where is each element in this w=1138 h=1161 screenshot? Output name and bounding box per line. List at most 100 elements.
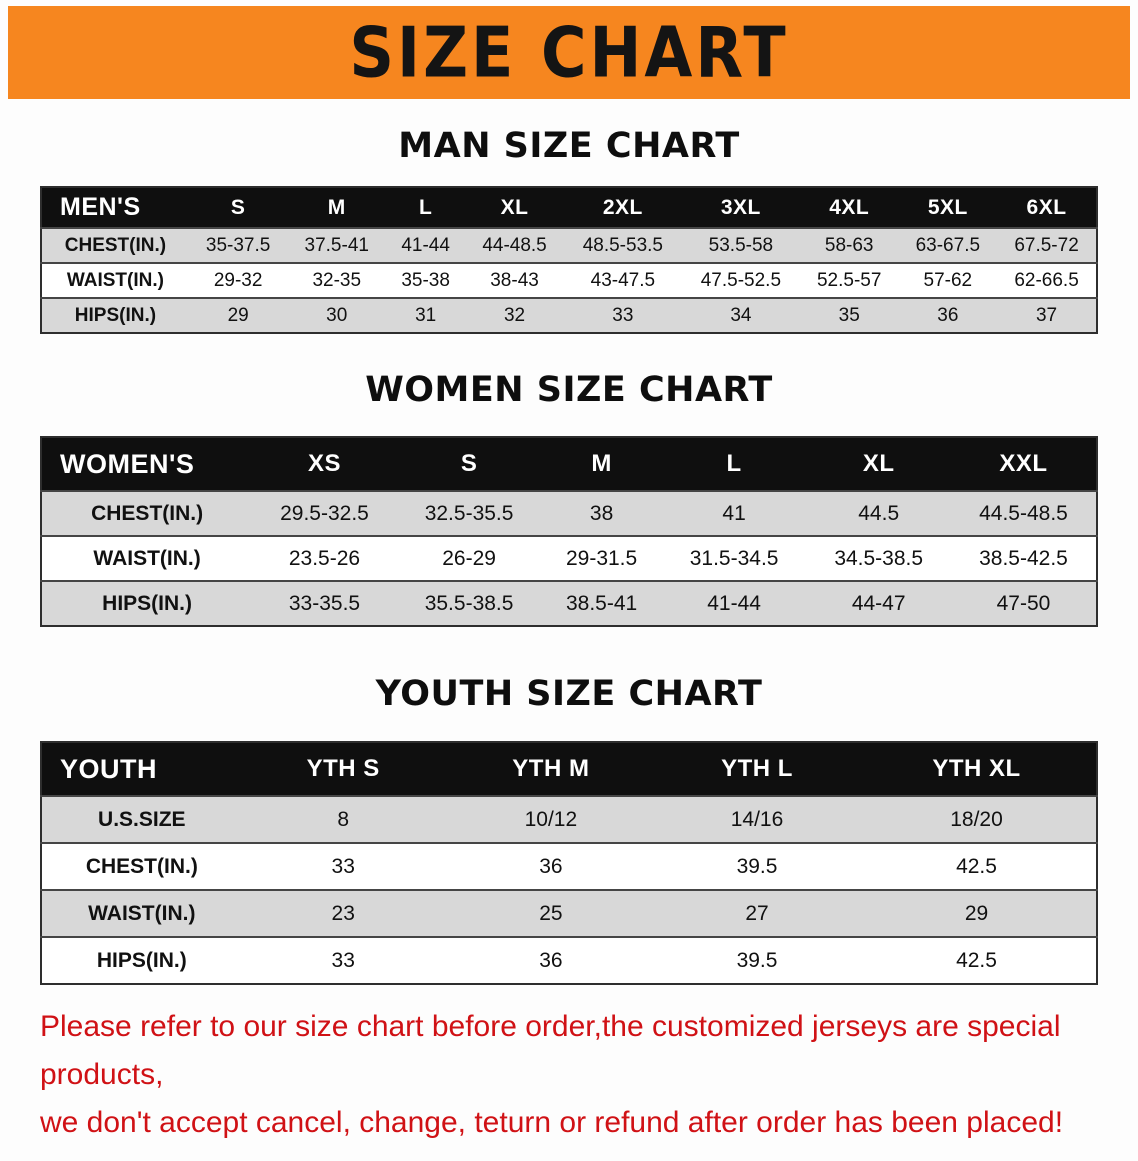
page-title: SIZE CHART <box>349 11 789 94</box>
size-value-cell: 35-37.5 <box>205 234 271 256</box>
table-row: CHEST(IN.) 33 36 39.5 42.5 <box>41 843 1097 890</box>
size-value-cell: 29.5-32.5 <box>280 501 369 525</box>
size-value-cell: 29-31.5 <box>565 546 638 570</box>
size-value-cell: 25 <box>539 901 563 925</box>
table-row: HIPS(IN.) 33-35.5 35.5-38.5 38.5-41 41-44 44-… <box>41 581 1097 626</box>
size-header-cell: 3XL <box>720 195 761 219</box>
size-value-cell: 43-47.5 <box>590 269 656 291</box>
size-value-cell: 62-66.5 <box>1014 269 1079 291</box>
size-value-cell: 37.5-41 <box>304 234 369 256</box>
row-label-cell: WAIST(IN.) <box>66 269 164 291</box>
size-value-cell: 33 <box>612 304 634 326</box>
size-value-cell: 38.5-42.5 <box>979 546 1068 570</box>
row-label-cell: CHEST(IN.) <box>64 234 167 256</box>
table-row: WAIST(IN.) 23 25 27 29 <box>41 890 1097 937</box>
size-value-cell: 52.5-57 <box>816 269 882 291</box>
size-value-cell: 41-44 <box>401 234 450 256</box>
size-header-cell: XL <box>500 195 529 219</box>
table-title-cell: YOUTH <box>60 753 157 784</box>
size-value-cell: 44.5-48.5 <box>979 501 1068 525</box>
size-header-cell: L <box>726 450 742 477</box>
youth-size-section: YOUTH SIZE CHART YOUTH YTH S YTH M YTH L YTH… <box>0 674 1138 985</box>
size-value-cell: 39.5 <box>736 948 778 972</box>
row-label-cell: CHEST(IN.) <box>91 501 204 525</box>
size-header-cell: S <box>230 195 246 219</box>
size-value-cell: 33 <box>331 854 355 878</box>
disclaimer-line-1: Please refer to our size chart before or… <box>40 1010 1061 1091</box>
size-value-cell: 41-44 <box>707 591 761 615</box>
size-header-cell: M <box>327 195 346 219</box>
size-header-cell: XXL <box>999 450 1048 477</box>
table-title-cell: MEN'S <box>60 193 141 221</box>
table-row: HIPS(IN.) 33 36 39.5 42.5 <box>41 937 1097 984</box>
women-section-heading: WOMEN SIZE CHART <box>365 370 773 410</box>
size-value-cell: 42.5 <box>956 948 997 972</box>
size-value-cell: 35 <box>838 304 860 326</box>
table-header-row: WOMEN'S XS S M L XL XXL <box>41 437 1097 491</box>
size-value-cell: 44-48.5 <box>482 234 547 256</box>
size-value-cell: 34.5-38.5 <box>834 546 924 570</box>
disclaimer-line-2: we don't accept cancel, change, teturn o… <box>40 1106 1064 1139</box>
size-value-cell: 35.5-38.5 <box>424 591 514 615</box>
size-value-cell: 38.5-41 <box>565 591 638 615</box>
size-value-cell: 14/16 <box>730 807 784 831</box>
size-header-cell: 5XL <box>927 195 968 219</box>
table-row: WAIST(IN.) 29-32 32-35 35-38 38-43 43-47.5 47.… <box>41 263 1097 298</box>
disclaimer: Please refer to our size chart before or… <box>40 1003 1118 1147</box>
size-header-cell: XL <box>862 450 895 477</box>
size-value-cell: 38-43 <box>490 269 539 291</box>
row-label-cell: CHEST(IN.) <box>85 854 198 878</box>
size-value-cell: 38 <box>589 501 614 525</box>
size-header-cell: M <box>591 450 612 477</box>
table-title-cell: WOMEN'S <box>60 448 195 479</box>
size-value-cell: 32 <box>503 304 526 326</box>
youth-size-table: YOUTH YTH S YTH M YTH L YTH XL U.S.SIZE 8 10/1… <box>40 741 1098 985</box>
size-value-cell: 57-62 <box>923 269 973 291</box>
youth-section-heading: YOUTH SIZE CHART <box>375 674 763 714</box>
size-value-cell: 47.5-52.5 <box>700 269 782 291</box>
size-value-cell: 26-29 <box>442 546 496 570</box>
size-value-cell: 27 <box>745 901 769 925</box>
size-header-cell: YTH M <box>512 755 590 782</box>
size-value-cell: 39.5 <box>736 854 778 878</box>
size-value-cell: 29 <box>964 901 989 925</box>
women-size-table: WOMEN'S XS S M L XL XXL CHEST(IN.) 29.5-32.5 32.… <box>40 436 1098 627</box>
size-value-cell: 67.5-72 <box>1014 234 1079 256</box>
size-value-cell: 23 <box>331 901 355 925</box>
size-header-cell: YTH S <box>306 755 380 782</box>
men-size-section: MAN SIZE CHART MEN'S S M L XL 2XL 3XL 4XL 5XL 6XL… <box>0 126 1138 334</box>
size-value-cell: 8 <box>337 807 350 831</box>
size-value-cell: 44.5 <box>858 501 900 525</box>
men-size-table: MEN'S S M L XL 2XL 3XL 4XL 5XL 6XL CHEST(IN.) 35-3… <box>40 186 1098 334</box>
table-header-row: YOUTH YTH S YTH M YTH L YTH XL <box>41 742 1097 796</box>
size-value-cell: 48.5-53.5 <box>582 234 663 256</box>
size-header-cell: 4XL <box>829 195 870 219</box>
size-value-cell: 33-35.5 <box>288 591 361 615</box>
size-header-cell: 2XL <box>602 195 643 219</box>
row-label-cell: HIPS(IN.) <box>74 304 157 326</box>
size-value-cell: 41 <box>722 501 746 525</box>
women-size-section: WOMEN SIZE CHART WOMEN'S XS S M L XL XXL CHEST… <box>0 370 1138 627</box>
banner: SIZE CHART <box>8 6 1130 99</box>
size-value-cell: 23.5-26 <box>288 546 361 570</box>
size-value-cell: 36 <box>937 304 959 326</box>
size-value-cell: 53.5-58 <box>708 234 774 256</box>
table-row: CHEST(IN.) 35-37.5 37.5-41 41-44 44-48.5 48.5… <box>41 228 1097 263</box>
table-header-row: MEN'S S M L XL 2XL 3XL 4XL 5XL 6XL <box>41 187 1097 228</box>
size-value-cell: 29 <box>227 304 249 326</box>
size-value-cell: 32-35 <box>312 269 362 291</box>
row-label-cell: U.S.SIZE <box>98 807 186 831</box>
size-value-cell: 35-38 <box>401 269 450 291</box>
size-value-cell: 44-47 <box>851 591 906 615</box>
size-header-cell: S <box>460 450 478 477</box>
size-value-cell: 29-32 <box>213 269 263 291</box>
row-label-cell: HIPS(IN.) <box>96 948 187 972</box>
size-header-cell: YTH L <box>721 755 793 782</box>
row-label-cell: WAIST(IN.) <box>88 901 196 925</box>
row-label-cell: WAIST(IN.) <box>93 546 201 570</box>
size-header-cell: YTH XL <box>932 755 1021 782</box>
size-value-cell: 47-50 <box>996 591 1051 615</box>
table-row: HIPS(IN.) 29 30 31 32 33 34 35 36 37 <box>41 298 1097 333</box>
size-value-cell: 63-67.5 <box>915 234 981 256</box>
